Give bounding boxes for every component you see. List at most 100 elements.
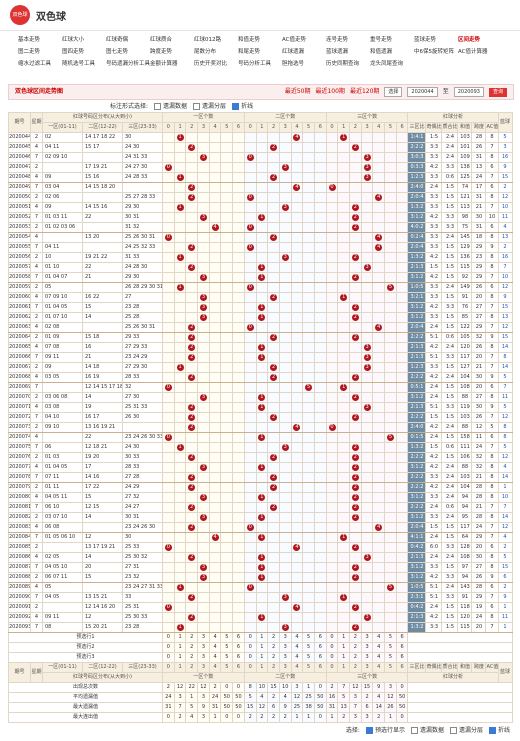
nav-link[interactable]: 区间走势	[458, 37, 481, 43]
ac-value: 8	[485, 482, 499, 493]
option-label: 预选行显示	[374, 727, 405, 734]
footer-option[interactable]: 折线	[488, 725, 510, 734]
to-input[interactable]: 2020093	[453, 87, 484, 97]
count-cell	[395, 522, 409, 533]
footer-option[interactable]: 遗漏数据	[410, 725, 444, 734]
nav-link[interactable]: 和尾走势	[238, 49, 261, 55]
period-link[interactable]: 最近120期	[349, 88, 380, 95]
nav-link[interactable]: 红球012路	[194, 37, 221, 43]
nav-link[interactable]: 重号走势	[370, 37, 393, 43]
zone-numbers: 01 04 07	[42, 272, 83, 283]
count-cell	[395, 142, 409, 153]
zone-numbers: 23 24 26 30 33	[122, 432, 163, 443]
summary-value: 2	[255, 712, 269, 723]
count-ball: 3	[199, 574, 207, 581]
nav-link[interactable]: 尾数分布	[194, 49, 217, 55]
nav-link[interactable]: 红球质合	[150, 37, 173, 43]
count-cell: 3	[197, 572, 210, 583]
nav-link[interactable]: 红球大小	[62, 37, 85, 43]
nav-link[interactable]: 金额计算器	[150, 61, 178, 67]
count-cell	[278, 392, 292, 403]
filter-option[interactable]: 遗漏分层	[193, 101, 226, 110]
footer-option[interactable]: 遗漏分层	[449, 725, 483, 734]
footer-option[interactable]: 预选行显示	[365, 725, 405, 734]
checkbox[interactable]	[193, 103, 201, 110]
weekday: 7	[30, 472, 43, 483]
checkbox[interactable]	[410, 727, 418, 734]
nav-link[interactable]: 号码遗漏分析工具	[106, 61, 151, 67]
count-cell	[290, 322, 304, 333]
nav-link[interactable]: 号码分析工具	[238, 61, 272, 67]
nav-link[interactable]: 图七走势	[106, 49, 129, 55]
nav-link[interactable]: 蓝球遗漏	[326, 49, 349, 55]
logo[interactable]: 双色球	[10, 5, 30, 25]
nav-link[interactable]: 历史开奖对比	[194, 61, 228, 67]
count-cell	[337, 562, 351, 573]
count-cell	[208, 152, 222, 163]
nav-link[interactable]: 和值走势	[238, 37, 261, 43]
nav-link[interactable]: 基本走势	[18, 37, 41, 43]
filter-option[interactable]: 遗漏数据	[154, 101, 187, 110]
nav-link[interactable]: 连号走势	[326, 37, 349, 43]
nav-link[interactable]: 随机选号工具	[62, 61, 96, 67]
count-cell	[208, 492, 222, 503]
count-cell	[243, 592, 257, 603]
blue-ball: 8	[497, 352, 513, 363]
nav-link[interactable]: 缩水过滤工具	[18, 61, 52, 67]
count-ball: 5	[386, 434, 394, 441]
zone-ratio: 3:1:2	[407, 212, 427, 223]
count-cell	[162, 522, 175, 533]
from-input[interactable]: 2020044	[407, 87, 438, 97]
count-cell	[197, 382, 210, 393]
count-tick: 1	[337, 652, 351, 663]
checkbox[interactable]	[154, 103, 162, 110]
nav-link[interactable]: 蓝球走势	[414, 37, 437, 43]
period-select[interactable]: 选择	[384, 87, 403, 97]
data-row: 2020061 7 01 04 05 15 23 28 3 1 2 3:1:2 4:2 3:3 76 2…	[8, 302, 513, 313]
filter-option[interactable]: 折线	[232, 101, 253, 110]
count-tick: 5	[220, 652, 234, 663]
count-cell	[208, 272, 222, 283]
period-link[interactable]: 最近100期	[315, 88, 345, 95]
count-cell	[255, 332, 269, 343]
nav-link[interactable]: 红球奇偶	[106, 37, 129, 43]
zone-numbers: 24 25 32 33	[122, 242, 163, 253]
nav-link[interactable]: 和值遗漏	[370, 49, 393, 55]
nav-link[interactable]: AC值计算器	[458, 49, 488, 55]
count-cell	[185, 252, 199, 263]
nav-link[interactable]: 历史同期查询	[326, 61, 360, 67]
zone-numbers: 06 10	[42, 502, 83, 513]
count-cell	[313, 232, 327, 243]
nav-link[interactable]: AC值走势	[282, 37, 307, 43]
nav-link[interactable]: 中6保5旋转矩阵	[414, 49, 454, 55]
query-button[interactable]: 查询	[488, 87, 507, 97]
nav-link[interactable]: 龙头凤尾查询	[370, 61, 404, 67]
checkbox[interactable]	[365, 727, 373, 734]
count-cell	[337, 352, 351, 363]
count-cell	[302, 222, 315, 233]
count-cell	[360, 432, 374, 443]
data-row: 2020054 4 13 20 25 26 30 31 0 2 4 0:2:4 3:3 2:4 14…	[8, 232, 513, 243]
zone-ratio: 2:4:0	[407, 422, 427, 433]
checkbox[interactable]	[488, 727, 496, 734]
summary-value: 0	[162, 712, 175, 723]
nav-link[interactable]: 图二走势	[18, 49, 41, 55]
nav-link[interactable]: 红球遗漏	[282, 49, 305, 55]
count-cell	[372, 262, 386, 273]
nav-link[interactable]: 图四走势	[62, 49, 85, 55]
count-cell	[208, 292, 222, 303]
count-cell	[220, 332, 234, 343]
period-link[interactable]: 最近50期	[284, 88, 311, 95]
count-ball: 2	[188, 354, 196, 361]
nav-link[interactable]: 跨度走势	[150, 49, 173, 55]
count-cell	[290, 232, 304, 243]
zone-ratio: 3:1:2	[407, 272, 427, 283]
count-tick: 6	[395, 652, 409, 663]
count-cell	[185, 392, 199, 403]
count-cell: 1	[173, 172, 187, 183]
checkbox[interactable]	[232, 103, 240, 110]
count-tick: 3	[360, 122, 374, 133]
nav-link[interactable]: 胆拖选号	[282, 61, 305, 67]
checkbox[interactable]	[449, 727, 457, 734]
summary-value: 31	[208, 702, 222, 713]
